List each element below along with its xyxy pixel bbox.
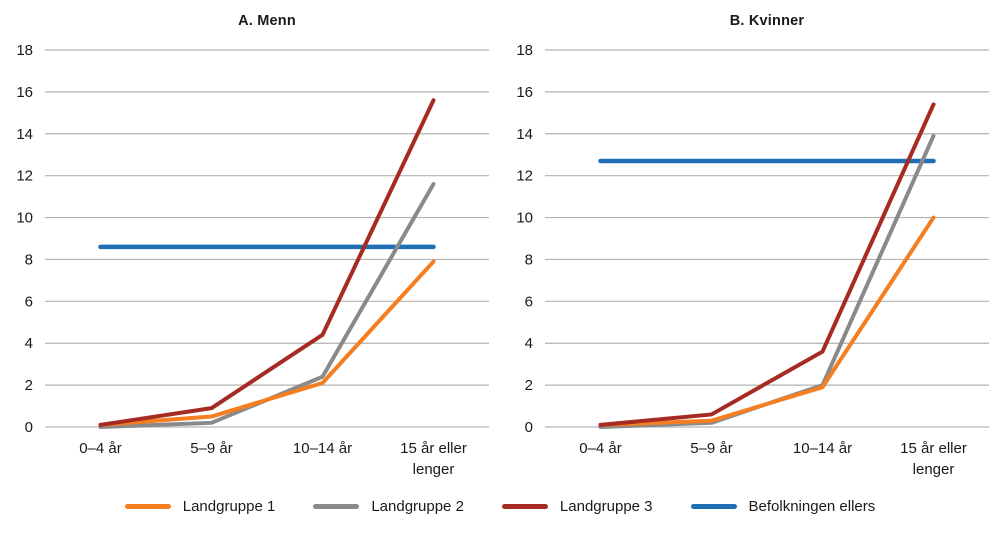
chart-legend: Landgruppe 1 Landgruppe 2 Landgruppe 3 B…: [0, 478, 1000, 530]
legend-item-landgruppe-3: Landgruppe 3: [501, 497, 653, 515]
y-tick-label: 0: [25, 419, 33, 436]
y-tick-label: 8: [25, 251, 33, 268]
y-tick-label: 0: [525, 419, 533, 436]
chart-panels-row: A. Menn 0 2 4 6 8 10 12 14 16 18 0–4 år 5–9 år 10–14…: [0, 0, 1000, 478]
befolkningen-ellers-line-swatch: [690, 503, 737, 509]
y-tick-label: 10: [516, 210, 533, 227]
chart-panel-menn: A. Menn 0 2 4 6 8 10 12 14 16 18 0–4 år 5–9 år 10–14…: [0, 0, 500, 478]
line-chart-kvinner: 0 2 4 6 8 10 12 14 16 18 0–4 år 5–9 år 10–14 år 15 år…: [516, 42, 989, 478]
x-category-label: lenger: [413, 461, 455, 478]
x-category-label: 5–9 år: [190, 440, 233, 457]
landgruppe-3-line-swatch: [501, 503, 548, 509]
y-tick-label: 16: [16, 84, 33, 101]
y-tick-label: 2: [25, 377, 33, 394]
x-category-label: lenger: [913, 461, 955, 478]
y-tick-label: 6: [525, 293, 533, 310]
landgruppe-3-line: [98, 98, 436, 427]
chart-panel-kvinner: B. Kvinner 0 2 4 6 8 10 12 14 16 18 0–4 år 5–9 år 10…: [500, 0, 1000, 478]
y-tick-label: 4: [525, 335, 533, 352]
x-category-label: 0–4 år: [79, 440, 122, 457]
y-tick-label: 14: [516, 126, 533, 143]
y-tick-label: 18: [516, 42, 533, 59]
legend-item-landgruppe-2: Landgruppe 2: [313, 498, 464, 515]
landgruppe-1-line: [98, 259, 436, 427]
legend-label: Landgruppe 2: [371, 497, 464, 515]
legend-label: Landgruppe 1: [182, 497, 276, 515]
legend-item-befolkningen-ellers: Befolkningen ellers: [690, 497, 876, 515]
x-category-label: 0–4 år: [579, 440, 622, 457]
landgruppe-1-line-swatch: [124, 503, 171, 509]
y-tick-label: 12: [516, 168, 533, 185]
y-tick-label: 8: [525, 251, 533, 268]
landgruppe-2-line-swatch: [313, 503, 360, 509]
x-category-label: 15 år eller: [400, 440, 467, 457]
y-tick-label: 10: [16, 210, 33, 227]
landgruppe-1-line: [598, 215, 936, 427]
x-category-label: 10–14 år: [293, 440, 352, 457]
legend-item-landgruppe-1: Landgruppe 1: [124, 497, 276, 515]
y-tick-label: 16: [516, 84, 533, 101]
x-category-label: 5–9 år: [690, 440, 733, 457]
x-category-label: 15 år eller: [900, 440, 967, 457]
panel-title-menn: A. Menn: [238, 13, 296, 29]
y-tick-label: 14: [16, 126, 33, 143]
y-tick-label: 4: [25, 335, 33, 352]
x-category-label: 10–14 år: [793, 440, 852, 457]
legend-label: Befolkningen ellers: [748, 497, 876, 515]
legend-label: Landgruppe 3: [559, 497, 653, 515]
y-tick-label: 12: [16, 168, 33, 185]
y-tick-label: 2: [525, 377, 533, 394]
y-tick-label: 18: [16, 42, 33, 59]
line-chart-menn: 0 2 4 6 8 10 12 14 16 18 0–4 år 5–9 år 10–14 år 15 år…: [16, 42, 489, 478]
landgruppe-3-line: [598, 102, 936, 427]
landgruppe-2-line: [98, 182, 436, 429]
panel-title-kvinner: B. Kvinner: [729, 13, 805, 29]
y-tick-label: 6: [25, 293, 33, 310]
